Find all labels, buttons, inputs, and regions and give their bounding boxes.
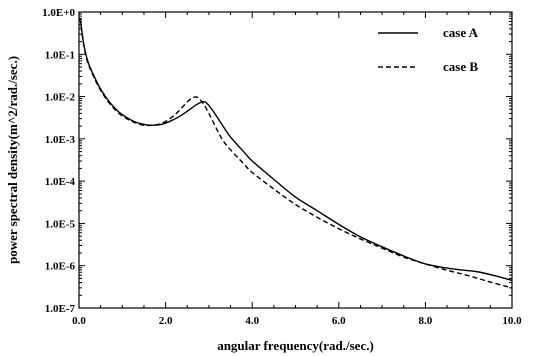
- plot-frame: [78, 11, 513, 309]
- y-tick-label: 1.0E-1: [45, 49, 75, 61]
- legend: case A case B: [378, 25, 479, 74]
- legend-label: case A: [443, 25, 479, 40]
- series-line-case-b: [79, 18, 513, 289]
- series-line-case-a: [79, 18, 513, 282]
- plot-area: [78, 11, 513, 309]
- y-tick-label: 1.0E-5: [45, 218, 76, 230]
- x-tick-label: 10.0: [502, 315, 522, 327]
- x-tick-label: 0.0: [72, 315, 86, 327]
- y-tick-label: 1.0E-7: [45, 303, 76, 315]
- x-axis-label: angular frequency(rad./sec.): [217, 338, 374, 353]
- series-layer: [79, 18, 513, 289]
- y-axis-label: power spectral density(m^2/rad./sec.): [5, 56, 20, 264]
- legend-label: case B: [443, 59, 478, 74]
- x-tick-label: 2.0: [159, 315, 173, 327]
- y-tick-label: 1.0E-3: [45, 134, 76, 146]
- y-tick-label: 1.0E-6: [45, 261, 76, 273]
- x-tick-label: 6.0: [332, 315, 346, 327]
- y-axis: 1.0E-7 1.0E-6 1.0E-5 1.0E-4 1.0E-3 1.0E-2 1.0E…: [42, 7, 512, 315]
- y-tick-label: 1.0E-4: [45, 176, 76, 188]
- x-tick-label: 8.0: [419, 315, 433, 327]
- x-tick-label: 4.0: [245, 315, 259, 327]
- y-tick-label: 1.0E+0: [42, 7, 75, 19]
- x-axis: 0.0 2.0 4.0 6.0 8.0 10.0: [72, 12, 522, 327]
- y-tick-label: 1.0E-2: [45, 92, 76, 104]
